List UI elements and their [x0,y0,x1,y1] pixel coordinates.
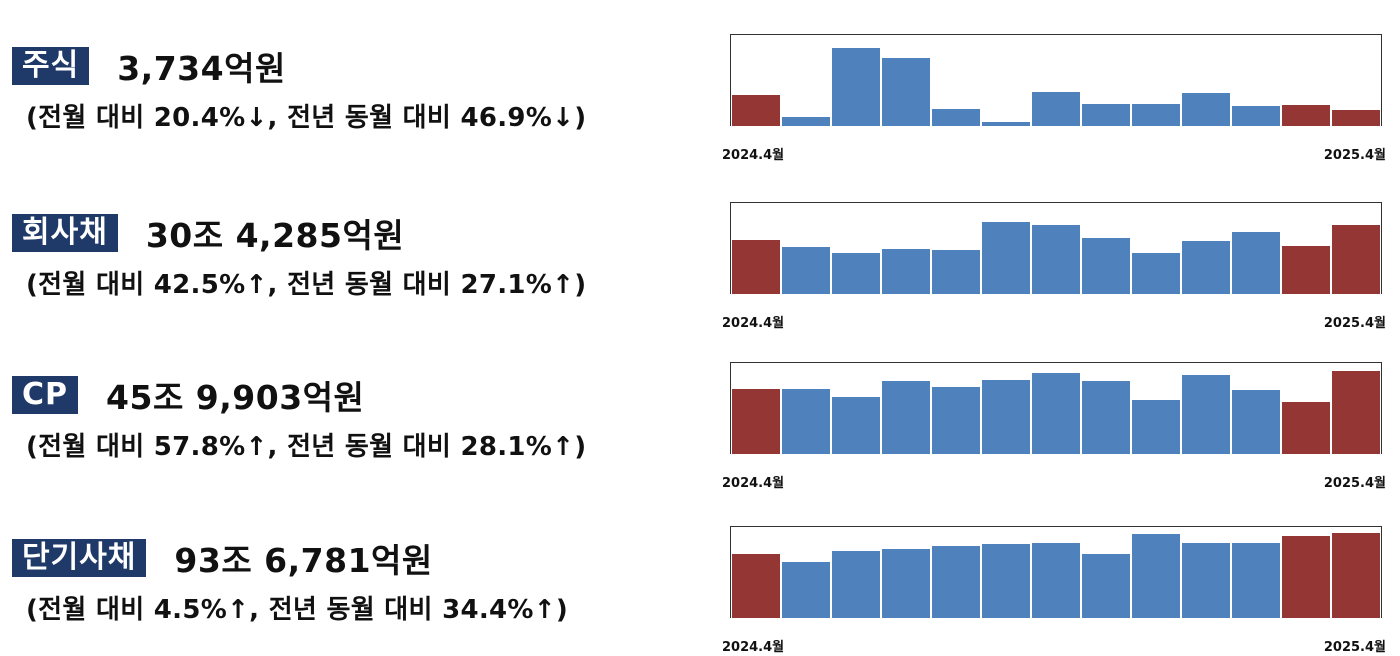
chart-bar [1332,225,1380,294]
cp-chart: 2024.4월 2025.4월 [722,362,1388,491]
chart-bar [1182,375,1230,454]
chart-bar [782,247,830,294]
chart-bar [782,562,830,618]
chart-bar [882,58,930,126]
chart-bar [1232,390,1280,454]
stb-headline: 단기사채 93조 6,781억원 [12,537,568,580]
chart-bar [932,387,980,454]
bonds-badge: 회사채 [12,214,118,252]
chart-bar [1232,106,1280,126]
chart-bar [882,249,930,294]
chart-bar [1132,104,1180,126]
chart-bars [731,362,1381,454]
chart-bar [732,389,780,454]
chart-bar [1182,543,1230,618]
stb-amount: 93조 6,781억원 [174,541,433,580]
x-tick-end: 2025.4월 [1323,316,1386,331]
stocks-badge: 주식 [12,47,90,85]
chart-bar [1032,543,1080,618]
cp-amount: 45조 9,903억원 [106,378,365,417]
chart-bar [732,554,780,618]
chart-bar [1032,92,1080,126]
stb-text-block: 단기사채 93조 6,781억원 (전월 대비 4.5%↑, 전년 동월 대비 … [12,537,568,626]
cp-headline: CP 45조 9,903억원 [12,374,586,417]
chart-bar [1232,232,1280,294]
stocks-text-block: 주식 3,734억원 (전월 대비 20.4%↓, 전년 동월 대비 46.9%… [12,45,586,134]
chart-bar [1182,241,1230,294]
chart-bar [932,546,980,618]
chart-frame [730,202,1382,294]
chart-bar [932,250,980,294]
x-tick-end: 2025.4월 [1323,148,1386,163]
stocks-headline: 주식 3,734억원 [12,45,586,88]
chart-bar [1132,400,1180,454]
chart-bar [882,381,930,454]
chart-bar [1132,534,1180,618]
chart-bar [1282,402,1330,454]
chart-bar [1082,104,1130,126]
cp-badge: CP [12,376,79,414]
chart-bars [731,526,1381,618]
chart-bars [731,34,1381,126]
chart-bar [1082,381,1130,454]
bonds-text-block: 회사채 30조 4,285억원 (전월 대비 42.5%↑, 전년 동월 대비 … [12,212,586,301]
chart-bar [882,549,930,618]
cp-change: (전월 대비 57.8%↑, 전년 동월 대비 28.1%↑) [26,432,587,462]
bonds-amount: 30조 4,285억원 [145,216,405,255]
x-tick-start: 2024.4월 [722,148,785,163]
chart-bar [1132,253,1180,294]
stocks-amount: 3,734억원 [117,49,286,88]
chart-bar [832,48,880,126]
x-tick-start: 2024.4월 [722,640,785,655]
chart-frame [730,362,1382,454]
chart-bar [1332,371,1380,454]
chart-bar [982,122,1030,126]
chart-bars [731,202,1381,294]
chart-bar [1332,110,1380,126]
stb-badge: 단기사채 [12,539,147,577]
bonds-change: (전월 대비 42.5%↑, 전년 동월 대비 27.1%↑) [26,270,587,300]
x-tick-end: 2025.4월 [1323,476,1386,491]
chart-bar [932,109,980,126]
chart-bar [1032,373,1080,454]
chart-bar [982,544,1030,618]
x-tick-end: 2025.4월 [1323,640,1386,655]
chart-bar [1182,93,1230,126]
x-tick-start: 2024.4월 [722,476,785,491]
chart-bar [982,380,1030,454]
chart-bar [982,222,1030,294]
chart-bar [1082,238,1130,294]
stb-change: (전월 대비 4.5%↑, 전년 동월 대비 34.4%↑) [26,595,569,625]
chart-bar [732,240,780,294]
chart-bar [1282,246,1330,294]
chart-bar [1282,536,1330,618]
x-tick-start: 2024.4월 [722,316,785,331]
chart-bar [832,253,880,294]
short-term-bonds-chart: 2024.4월 2025.4월 [722,526,1388,655]
chart-bar [1332,533,1380,618]
bonds-headline: 회사채 30조 4,285억원 [12,212,586,255]
corporate-bonds-chart: 2024.4월 2025.4월 [722,202,1388,331]
chart-bar [1282,105,1330,126]
chart-bar [1032,225,1080,294]
cp-text-block: CP 45조 9,903억원 (전월 대비 57.8%↑, 전년 동월 대비 2… [12,374,586,463]
stocks-chart: 2024.4월 2025.4월 [722,34,1388,163]
chart-bar [782,117,830,126]
chart-bar [832,551,880,618]
chart-frame [730,526,1382,618]
chart-bar [1082,554,1130,618]
chart-bar [1232,543,1280,618]
chart-bar [732,95,780,126]
stocks-change: (전월 대비 20.4%↓, 전년 동월 대비 46.9%↓) [26,103,587,133]
chart-bar [832,397,880,454]
chart-bar [782,389,830,454]
chart-frame [730,34,1382,126]
